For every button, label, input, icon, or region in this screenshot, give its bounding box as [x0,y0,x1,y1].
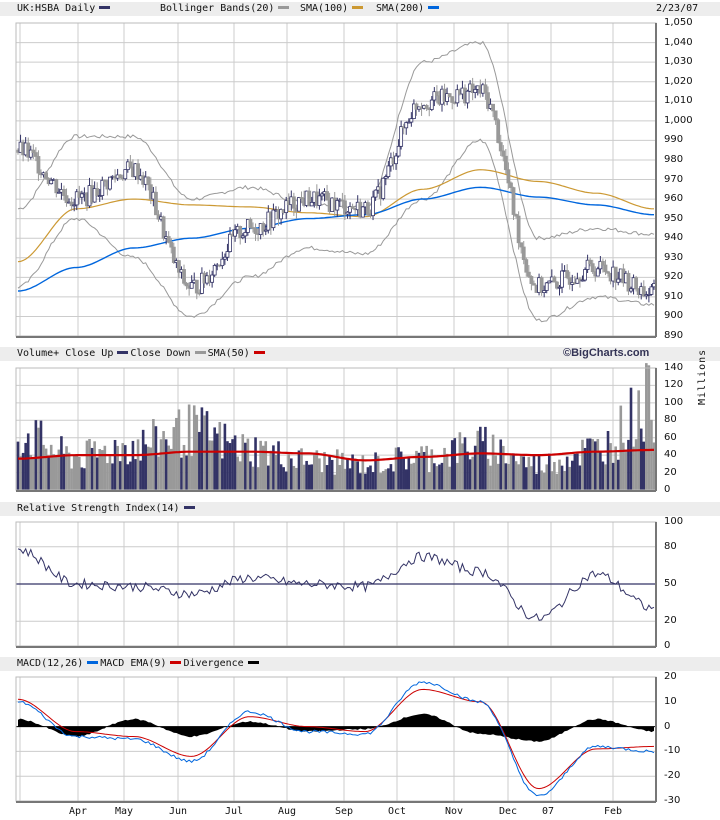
bollinger-swatch-icon [278,5,290,9]
volume-units-label: Millions [697,348,708,405]
sma200-swatch-icon [428,5,440,9]
price-tick: 940 [664,232,684,244]
bigcharts-brand[interactable]: ©BigCharts.com [563,347,650,359]
macd-swatch-icon [87,660,99,664]
price-tick: 930 [664,251,684,263]
rsi-tick: 50 [664,578,677,589]
month-label: 07 [542,806,555,817]
chart-date: 2/23/07 [656,3,699,14]
month-label: Nov [445,806,464,817]
month-label: Jun [169,806,188,817]
rsi-tick: 0 [664,640,671,651]
volume-tick: 80 [664,414,677,426]
symbol-legend: UK:HSBA Daily [17,3,112,15]
month-label: Apr [69,806,88,817]
price-tick: 1,020 [664,75,693,87]
bollinger-legend: Bollinger Bands(20) [160,3,291,15]
volume-tick: 140 [664,362,684,373]
macd-tick: -10 [664,745,681,757]
price-tick: 980 [664,153,684,165]
divergence-swatch-icon [247,660,259,664]
macd-ema-swatch-icon [170,660,182,664]
volume-tick: 60 [664,431,677,443]
volume-panel-header: Volume+ Close Up Close Down SMA(50) ©BigCh… [0,347,720,361]
rsi-panel-header: Relative Strength Index(14) [0,502,720,516]
price-tick: 1,030 [664,56,693,68]
price-tick: 970 [664,173,684,185]
volume-tick: 40 [664,449,677,461]
month-label: Oct [388,806,407,817]
price-tick: 990 [664,134,684,146]
divergence-label: Divergence [183,658,244,669]
rsi-tick: 80 [664,540,677,552]
sma50-label: SMA(50) [207,348,250,359]
close-down-swatch-icon [194,350,206,354]
rsi-tick: 20 [664,615,677,627]
rsi-plot [16,547,656,621]
gridlines [16,22,656,802]
symbol-label: UK:HSBA Daily [17,3,96,14]
rsi-legend: Relative Strength Index(14) [17,503,197,515]
rsi-label: Relative Strength Index(14) [17,503,180,514]
panel-frames [15,22,657,803]
price-tick: 950 [664,212,684,224]
volume-tick: 100 [664,396,684,408]
volume-label: Volume+ [17,348,60,359]
volume-tick: 20 [664,466,677,478]
price-tick: 910 [664,290,684,302]
close-down-label: Close Down [130,348,191,359]
price-tick: 1,000 [664,114,693,126]
month-label: May [115,806,134,817]
macd-tick: -20 [664,770,681,782]
month-label: Dec [499,806,518,817]
month-label: Jul [225,806,244,817]
macd-plot [16,681,656,797]
macd-ema-label: MACD EMA(9) [100,658,167,669]
month-label: Aug [278,806,297,817]
price-tick: 1,040 [664,36,693,48]
macd-legend: MACD(12,26) MACD EMA(9) Divergence [17,658,261,670]
rsi-swatch-icon [183,505,195,509]
close-up-swatch-icon [117,350,129,354]
volume-legend: Volume+ Close Up Close Down SMA(50) [17,348,267,360]
macd-tick: -30 [664,795,681,806]
price-tick: 920 [664,271,684,283]
price-tick: 900 [664,310,684,322]
macd-panel-header: MACD(12,26) MACD EMA(9) Divergence [0,657,720,671]
price-swatch-icon [99,5,111,9]
rsi-tick: 100 [664,516,684,527]
macd-label: MACD(12,26) [17,658,84,669]
price-panel-header: UK:HSBA Daily Bollinger Bands(20) SMA(10… [0,2,720,16]
sma100-swatch-icon [352,5,364,9]
bollinger-label: Bollinger Bands(20) [160,3,275,14]
month-label: Feb [604,806,623,817]
volume-plot [16,363,656,490]
sma200-label: SMA(200) [376,3,425,14]
month-label: Sep [335,806,354,817]
price-tick: 1,050 [664,17,693,28]
price-tick: 890 [664,330,684,341]
macd-tick: 10 [664,695,677,707]
sma100-label: SMA(100) [300,3,349,14]
volume-tick: 0 [664,484,671,495]
macd-tick: 0 [664,720,671,732]
macd-tick: 20 [664,671,677,682]
sma50-swatch-icon [253,350,265,354]
volume-tick: 120 [664,379,684,391]
close-up-label: Close Up [65,348,114,359]
sma200-legend: SMA(200) [376,3,441,15]
sma100-legend: SMA(100) [300,3,365,15]
price-tick: 1,010 [664,95,693,107]
price-plot [16,40,656,323]
price-tick: 960 [664,193,684,205]
